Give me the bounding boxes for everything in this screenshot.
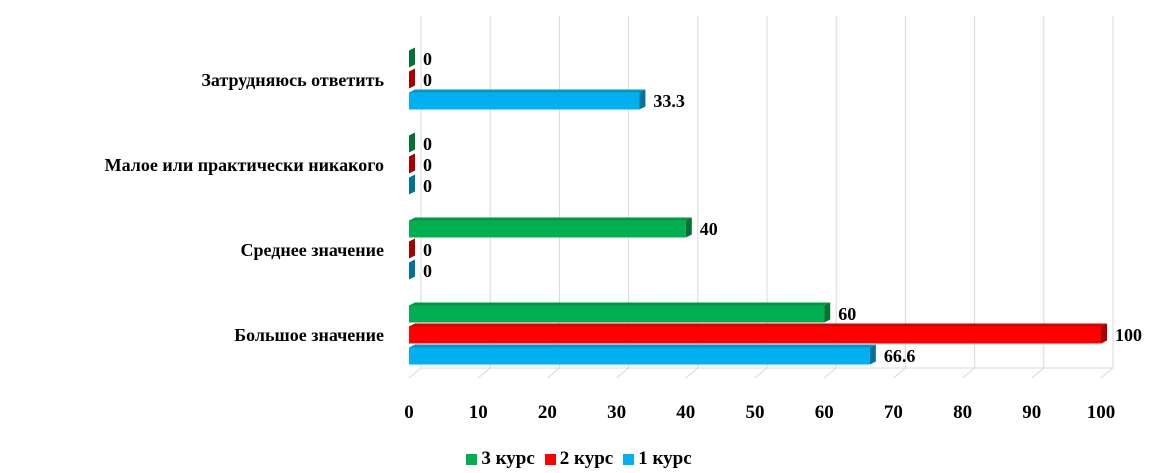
data-label: 60	[838, 304, 856, 324]
bar-top-face	[409, 302, 831, 306]
bar-side-face	[409, 259, 415, 280]
bar-side-face	[409, 132, 415, 153]
bar-top-face	[409, 344, 876, 348]
bar	[409, 347, 870, 365]
data-label: 0	[423, 49, 432, 69]
bar	[409, 220, 686, 238]
bar-side-face	[869, 344, 876, 365]
legend-item: 2 курс	[544, 448, 614, 470]
bar-top-face	[409, 89, 646, 93]
gridline-foot	[1100, 367, 1114, 379]
bar-side-face	[1101, 323, 1107, 344]
legend-swatch	[623, 453, 635, 465]
category-label: Затрудняюсь ответить	[201, 70, 384, 90]
gridline-foot	[754, 367, 768, 379]
gridline-foot	[408, 367, 422, 379]
bar	[409, 92, 640, 110]
gridline-foot	[685, 367, 699, 379]
legend-swatch	[466, 453, 478, 465]
legend-label: 2 курс	[559, 448, 614, 469]
x-tick-label: 50	[746, 402, 765, 423]
gridline-foot	[616, 367, 629, 379]
bar-side-face	[685, 217, 692, 238]
data-label: 0	[423, 240, 432, 260]
x-tick-label: 90	[1022, 402, 1041, 423]
x-tick-label: 30	[607, 402, 626, 423]
x-tick-label: 0	[404, 402, 414, 423]
gridline-foot	[477, 367, 491, 379]
legend-swatch	[544, 453, 556, 465]
chart-canvas: Большое значение Среднее значение Малое ил…	[105, 16, 1142, 423]
gridline-foot	[823, 367, 837, 379]
data-label: 0	[423, 155, 432, 175]
gridlines	[408, 16, 1114, 379]
x-axis-ticks: 0 10 20 30 40 50 60 70 80 90 100	[404, 402, 1115, 423]
bar-side-face	[824, 302, 831, 323]
bar-side-face	[409, 238, 415, 259]
bar	[409, 305, 825, 323]
data-label: 0	[423, 70, 432, 90]
x-tick-label: 40	[676, 402, 695, 423]
gridline-foot	[962, 367, 975, 379]
bar-side-face	[639, 89, 646, 110]
category-label: Большое значение	[234, 325, 384, 345]
chart: Большое значение Среднее значение Малое ил…	[105, 16, 1142, 469]
legend-label: 3 курс	[481, 448, 535, 469]
x-tick-label: 70	[884, 402, 903, 423]
data-label: 40	[700, 219, 718, 239]
data-label: 0	[423, 176, 432, 196]
bar-side-face	[409, 47, 415, 68]
legend: 3 курс 2 курс 1 курс	[0, 448, 1158, 471]
x-tick-label: 100	[1087, 402, 1116, 423]
legend-item: 1 курс	[623, 448, 692, 470]
category-label: Малое или практически никакого	[105, 155, 384, 175]
gridline-foot	[893, 367, 906, 379]
bar-side-face	[409, 174, 415, 195]
category-labels: Большое значение Среднее значение Малое ил…	[105, 70, 385, 345]
data-label: 66.6	[884, 346, 916, 366]
bar-top-face	[409, 217, 692, 221]
gridline-foot	[1031, 367, 1045, 379]
data-label: 100	[1115, 325, 1142, 345]
x-tick-label: 10	[469, 402, 488, 423]
legend-item: 3 курс	[466, 448, 535, 470]
x-tick-label: 80	[953, 402, 972, 423]
category-label: Среднее значение	[241, 240, 384, 260]
legend-label: 1 курс	[638, 448, 692, 469]
gridline-foot	[547, 367, 560, 379]
bar-side-face	[409, 68, 415, 89]
data-label: 33.3	[653, 91, 685, 111]
data-label: 0	[423, 134, 432, 154]
x-tick-label: 60	[815, 402, 834, 423]
data-label: 0	[423, 261, 432, 281]
bar-top-face	[409, 323, 1107, 327]
bar-side-face	[409, 153, 415, 174]
bar	[409, 326, 1101, 344]
x-tick-label: 20	[538, 402, 557, 423]
